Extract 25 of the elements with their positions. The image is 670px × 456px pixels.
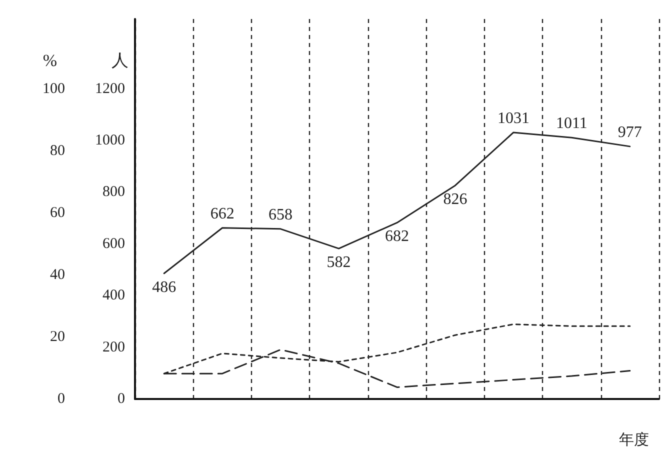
y-tick-label: 800 <box>102 184 125 200</box>
y2-tick-label: 80 <box>50 142 65 159</box>
y-tick-label: 1000 <box>95 132 125 148</box>
y-tick-label: 200 <box>102 339 125 356</box>
y-tick-label: 0 <box>118 391 125 407</box>
y2-tick-label: 40 <box>50 266 65 283</box>
y-tick-label: 1200 <box>95 80 125 97</box>
data-label: 1011 <box>556 115 588 132</box>
data-label: 486 <box>152 278 176 296</box>
y-tick-label: 600 <box>102 236 125 252</box>
y-tick-label: 400 <box>102 288 125 304</box>
data-label: 977 <box>618 124 642 141</box>
y2-axis-title: % <box>42 51 58 70</box>
data-label: 682 <box>385 228 409 246</box>
y-axis-title: 人 <box>112 51 128 70</box>
y2-tick-label: 100 <box>42 80 65 97</box>
data-label: 658 <box>268 206 293 224</box>
x-axis-title: 年度 <box>619 432 649 448</box>
y2-tick-label: 60 <box>50 204 65 221</box>
data-label: 582 <box>326 254 351 272</box>
data-label: 1031 <box>497 110 530 127</box>
data-label: 826 <box>443 190 468 208</box>
data-label: 662 <box>210 205 234 222</box>
y2-tick-label: 20 <box>50 328 65 345</box>
y2-tick-label: 0 <box>58 391 65 407</box>
